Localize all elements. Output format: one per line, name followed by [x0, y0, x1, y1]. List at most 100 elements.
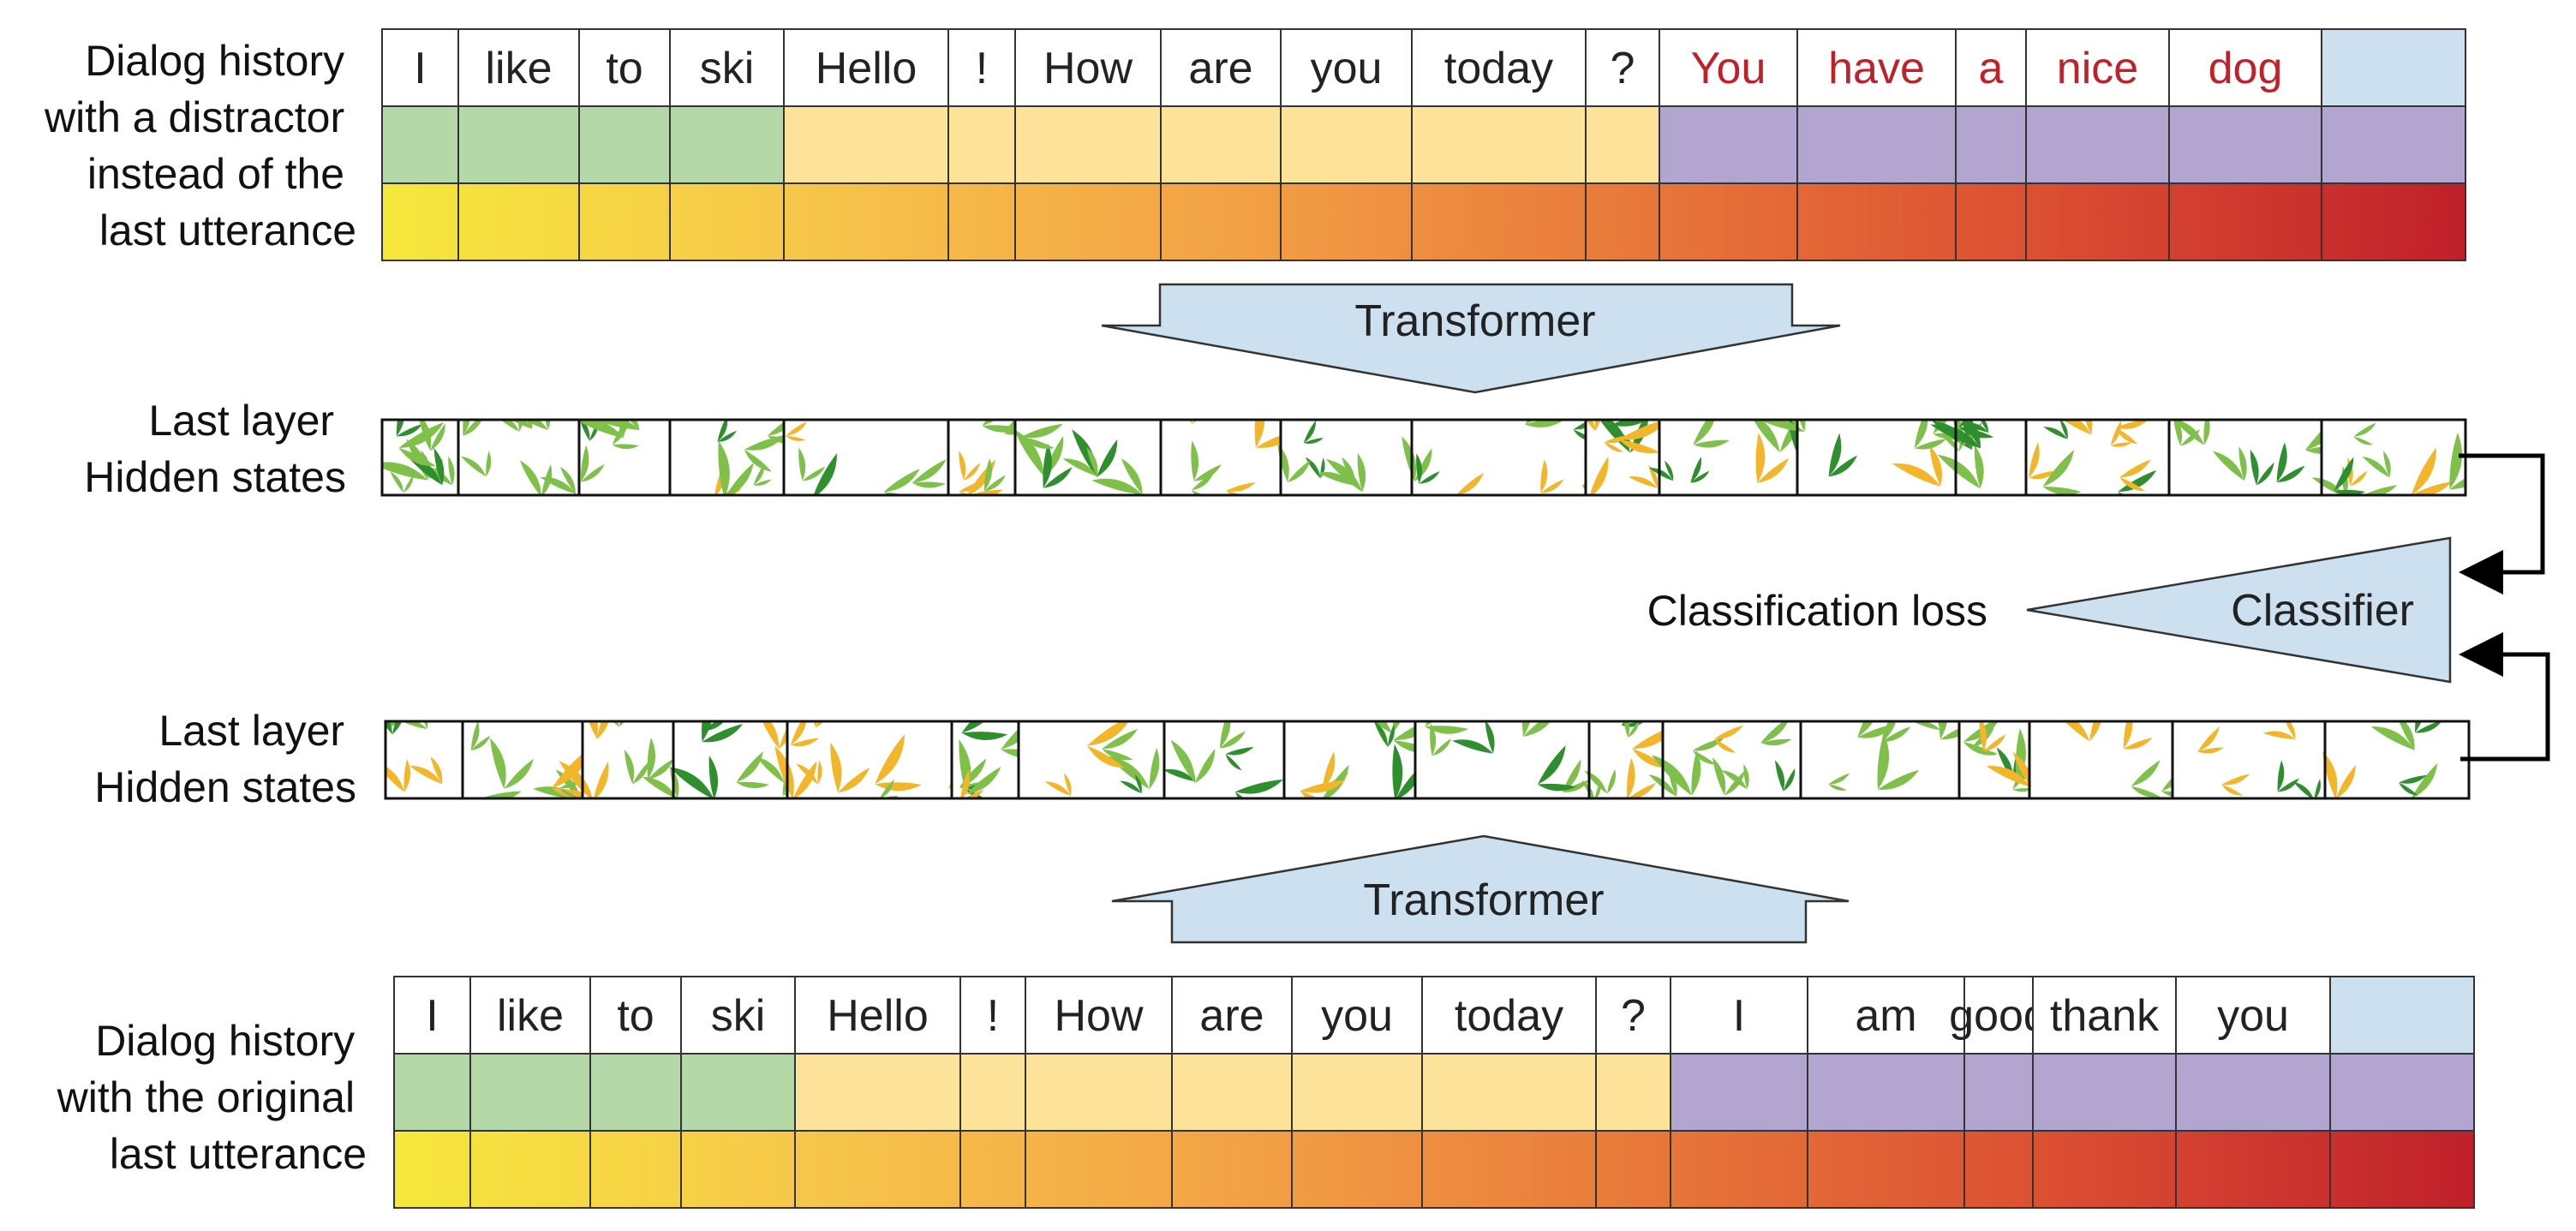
hidden-top-leaf: [2119, 459, 2151, 478]
hidden-bottom-leaf: [793, 761, 817, 798]
hidden-top-leaf: [1664, 460, 1674, 481]
hidden-bottom-leaf: [1452, 739, 1493, 754]
top-token-text: How: [1043, 44, 1133, 93]
top-token-cell: [1955, 28, 2027, 107]
hidden-top-leaf: [1892, 463, 1941, 487]
hidden-bottom-leaf: [2412, 762, 2438, 798]
hidden-bottom-leaf: [965, 789, 984, 798]
top-token-cell: [947, 28, 1016, 107]
bottom-token-cell: [469, 976, 591, 1055]
hidden-bottom-leaf: [1760, 738, 1792, 746]
hidden-top-leaf: [1318, 471, 1355, 486]
hidden-bottom-leaf: [470, 735, 491, 751]
hidden-top-leaf: [1021, 436, 1055, 449]
hidden-bottom-leaf: [648, 758, 674, 780]
hidden-top-label: Last layer Hidden states: [84, 397, 346, 501]
hidden-bottom-leaf: [2197, 747, 2225, 754]
hidden-top-leaf: [1013, 429, 1044, 477]
connector-bottom-line: [2460, 652, 2550, 762]
top-segment-cell: [783, 105, 949, 184]
bottom-segment-cell: [1291, 1053, 1423, 1132]
bottom-row-label-line-2: with the original: [57, 1073, 355, 1121]
hidden-bottom-leaf: [708, 756, 719, 798]
hidden-top-leaf: [1525, 420, 1535, 425]
hidden-bottom-leaf: [1300, 791, 1318, 798]
hidden-top-leaf: [396, 423, 423, 437]
hidden-bottom-leaf: [1170, 739, 1196, 784]
bottom-token-cell: [1171, 976, 1293, 1055]
hidden-top-leaf: [2029, 441, 2040, 478]
transformer-label-bottom: Transformer: [1363, 875, 1604, 925]
hidden-bottom-leaf: [1628, 782, 1656, 798]
hidden-top-leaf: [2276, 465, 2305, 483]
hidden-bottom-leaf: [1882, 726, 1911, 742]
hidden-bottom-leaf: [1219, 721, 1231, 749]
hidden-top-leaf: [2042, 449, 2075, 487]
hidden-bottom-leaf: [1523, 721, 1551, 737]
hidden-bottom-leaf: [1877, 769, 1920, 790]
top-segment-cell: [2025, 105, 2170, 184]
hidden-bottom-leaf: [386, 766, 404, 792]
hidden-bottom-leaf: [403, 759, 410, 792]
hidden-bottom-leaf: [1321, 801, 1359, 808]
top-row-label-line-1: Dialog history: [85, 37, 344, 85]
top-token-cell: [2321, 28, 2466, 107]
hidden-top-leaf: [982, 420, 996, 426]
hidden-bottom-leaf: [2131, 760, 2161, 786]
bottom-token-text: ?: [1621, 991, 1646, 1041]
connector-bottom-arrowhead: [2459, 632, 2503, 677]
hidden-top-leaf: [1974, 445, 1984, 489]
bottom-token-text: like: [497, 991, 564, 1041]
hidden-top-leaf: [2363, 485, 2398, 495]
hidden-bottom-leaf: [619, 721, 625, 727]
top-token-text: dog: [2208, 44, 2283, 93]
hidden-bottom-leaf: [756, 756, 785, 784]
hidden-top-leaf: [629, 420, 640, 431]
hidden-bottom-leaf: [2335, 764, 2356, 798]
hidden-top-leaf: [2449, 432, 2463, 490]
top-row-label-line-2: with a distractor: [44, 93, 344, 141]
top-token-cell: [457, 28, 580, 107]
hidden-top-leaf: [1604, 442, 1623, 452]
hidden-bottom-leaf: [816, 721, 824, 728]
hidden-top-leaf: [1419, 470, 1440, 484]
top-position-embedding-row: [382, 183, 2465, 260]
hidden-top-leaf: [500, 420, 520, 433]
hidden-bottom-leaf: [470, 721, 480, 751]
top-token-cell: [783, 28, 949, 107]
hidden-bottom-leaf: [391, 721, 403, 735]
hidden-top-leaf: [2238, 446, 2247, 481]
bottom-segment-cell: [1025, 1053, 1173, 1132]
hidden-top-leaf: [1121, 458, 1143, 495]
hidden-bottom-leaf: [1120, 780, 1142, 794]
hidden-bottom-leaf: [875, 733, 905, 785]
hidden-bottom-leaf: [1322, 751, 1336, 790]
hidden-top-leaf: [2250, 449, 2259, 486]
hidden-top-leaf: [1589, 457, 1609, 495]
bottom-segment-cell: [2175, 1053, 2331, 1132]
bottom-position-embedding-row: [394, 1131, 2474, 1208]
bottom-token-cell: [680, 976, 796, 1055]
hidden-bottom-leaf: [2314, 779, 2321, 798]
hidden-bottom-leaf: [1628, 721, 1640, 738]
top-token-cell: [1280, 28, 1413, 107]
hidden-bottom-leaf: [597, 721, 609, 739]
hidden-bottom-leaf: [642, 776, 678, 798]
hidden-top-leaf: [911, 458, 947, 483]
bottom-segment-cell: [1963, 1053, 2034, 1132]
bottom-token-text: today: [1455, 991, 1563, 1041]
hidden-bottom-leaf: [1724, 770, 1745, 796]
bottom-segment-cell: [1171, 1053, 1293, 1132]
bottom-segment-cell: [1595, 1053, 1671, 1132]
transformer-label-top: Transformer: [1354, 296, 1595, 346]
hidden-bottom-leaf: [1760, 721, 1789, 744]
hidden-bottom-leaf: [1606, 768, 1617, 794]
hidden-bottom-leaf: [2123, 738, 2153, 750]
bottom-token-cell: [2329, 976, 2475, 1055]
hidden-top-leaf: [2353, 422, 2376, 437]
hidden-top-leaf: [2449, 477, 2465, 490]
hidden-top-leaf: [2062, 420, 2091, 435]
top-row-label: Dialog history with a distractor instead…: [44, 37, 356, 254]
hidden-top-leaf: [1690, 456, 1702, 483]
hidden-bottom-leaf: [2131, 786, 2161, 798]
